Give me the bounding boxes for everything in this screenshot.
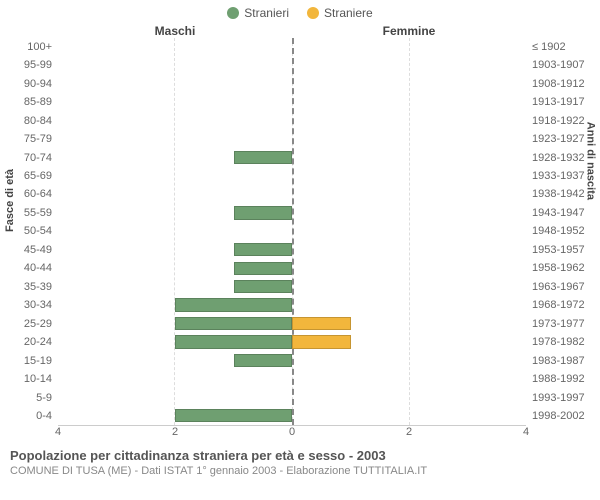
bar-male bbox=[234, 151, 293, 164]
x-ticks: 4 2 0 2 4 bbox=[58, 426, 526, 442]
y-axis-age: 100+95-9990-9485-8980-8475-7970-7465-696… bbox=[0, 38, 58, 426]
bars-container bbox=[58, 38, 526, 425]
bar-female bbox=[292, 317, 351, 330]
legend-label: Stranieri bbox=[244, 6, 289, 20]
bar-row bbox=[58, 406, 526, 424]
bar-male bbox=[175, 409, 292, 422]
bar-row bbox=[58, 204, 526, 222]
birth-tick: ≤ 1902 bbox=[532, 38, 600, 56]
age-tick: 75-79 bbox=[0, 130, 52, 148]
bar-row bbox=[58, 388, 526, 406]
bar-male bbox=[234, 280, 293, 293]
age-tick: 100+ bbox=[0, 38, 52, 56]
plot-area bbox=[58, 38, 526, 426]
chart-area: 100+95-9990-9485-8980-8475-7970-7465-696… bbox=[0, 38, 600, 426]
bar-row bbox=[58, 296, 526, 314]
age-tick: 95-99 bbox=[0, 56, 52, 74]
bar-male bbox=[234, 354, 293, 367]
top-headers: Maschi Femmine bbox=[0, 24, 600, 38]
birth-tick: 1908-1912 bbox=[532, 75, 600, 93]
bar-row bbox=[58, 222, 526, 240]
y-axis-birth: ≤ 19021903-19071908-19121913-19171918-19… bbox=[526, 38, 600, 426]
bar-male bbox=[175, 317, 292, 330]
bar-male bbox=[234, 262, 293, 275]
bar-row bbox=[58, 259, 526, 277]
birth-tick: 1943-1947 bbox=[532, 204, 600, 222]
age-tick: 5-9 bbox=[0, 389, 52, 407]
age-tick: 30-34 bbox=[0, 297, 52, 315]
bar-row bbox=[58, 370, 526, 388]
birth-tick: 1948-1952 bbox=[532, 223, 600, 241]
bar-male bbox=[175, 335, 292, 348]
bar-row bbox=[58, 112, 526, 130]
footer: Popolazione per cittadinanza straniera p… bbox=[0, 442, 600, 477]
birth-tick: 1983-1987 bbox=[532, 352, 600, 370]
birth-tick: 1963-1967 bbox=[532, 278, 600, 296]
birth-tick: 1913-1917 bbox=[532, 93, 600, 111]
y-left-title: Fasce di età bbox=[4, 169, 16, 232]
bar-male bbox=[234, 243, 293, 256]
age-tick: 20-24 bbox=[0, 334, 52, 352]
bar-row bbox=[58, 185, 526, 203]
header-female: Femmine bbox=[292, 24, 526, 38]
age-tick: 25-29 bbox=[0, 315, 52, 333]
legend-item: Stranieri bbox=[227, 6, 289, 20]
header-male: Maschi bbox=[58, 24, 292, 38]
x-axis: 4 2 0 2 4 bbox=[0, 426, 600, 442]
footer-subtitle: COMUNE DI TUSA (ME) - Dati ISTAT 1° genn… bbox=[10, 465, 590, 477]
bar-row bbox=[58, 93, 526, 111]
birth-tick: 1978-1982 bbox=[532, 334, 600, 352]
birth-tick: 1968-1972 bbox=[532, 297, 600, 315]
x-tick: 4 bbox=[523, 426, 529, 438]
birth-tick: 1993-1997 bbox=[532, 389, 600, 407]
legend-label: Straniere bbox=[324, 6, 373, 20]
x-tick: 2 bbox=[172, 426, 178, 438]
bar-row bbox=[58, 149, 526, 167]
chart-legend: Stranieri Straniere bbox=[0, 0, 600, 20]
birth-tick: 1973-1977 bbox=[532, 315, 600, 333]
bar-row bbox=[58, 277, 526, 295]
age-tick: 70-74 bbox=[0, 149, 52, 167]
bar-row bbox=[58, 75, 526, 93]
bar-row bbox=[58, 241, 526, 259]
age-tick: 10-14 bbox=[0, 370, 52, 388]
birth-tick: 1998-2002 bbox=[532, 407, 600, 425]
x-tick: 0 bbox=[289, 426, 295, 438]
birth-tick: 1953-1957 bbox=[532, 241, 600, 259]
legend-swatch bbox=[307, 7, 319, 19]
bar-row bbox=[58, 167, 526, 185]
y-right-title: Anni di nascita bbox=[584, 122, 596, 200]
bar-row bbox=[58, 38, 526, 56]
bar-female bbox=[292, 335, 351, 348]
birth-tick: 1903-1907 bbox=[532, 56, 600, 74]
age-tick: 90-94 bbox=[0, 75, 52, 93]
legend-item: Straniere bbox=[307, 6, 373, 20]
bar-row bbox=[58, 314, 526, 332]
age-tick: 40-44 bbox=[0, 260, 52, 278]
age-tick: 0-4 bbox=[0, 407, 52, 425]
age-tick: 85-89 bbox=[0, 93, 52, 111]
age-tick: 15-19 bbox=[0, 352, 52, 370]
x-tick: 4 bbox=[55, 426, 61, 438]
footer-title: Popolazione per cittadinanza straniera p… bbox=[10, 448, 590, 463]
bar-male bbox=[175, 298, 292, 311]
bar-row bbox=[58, 351, 526, 369]
birth-tick: 1958-1962 bbox=[532, 260, 600, 278]
bar-row bbox=[58, 56, 526, 74]
x-tick: 2 bbox=[406, 426, 412, 438]
bar-row bbox=[58, 130, 526, 148]
age-tick: 80-84 bbox=[0, 112, 52, 130]
birth-tick: 1988-1992 bbox=[532, 370, 600, 388]
bar-male bbox=[234, 206, 293, 219]
age-tick: 35-39 bbox=[0, 278, 52, 296]
age-tick: 45-49 bbox=[0, 241, 52, 259]
legend-swatch bbox=[227, 7, 239, 19]
bar-row bbox=[58, 333, 526, 351]
